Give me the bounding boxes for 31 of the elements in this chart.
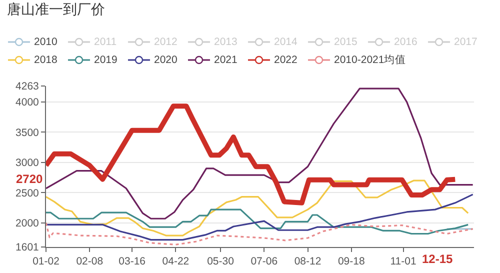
chart-title: 唐山准一到厂价 bbox=[7, 0, 105, 17]
x-tick-label: 01-02 bbox=[32, 256, 60, 268]
y-tick-label: 3500 bbox=[16, 126, 40, 139]
legend-label: 2010-2021均值 bbox=[334, 53, 406, 67]
line-series bbox=[46, 222, 474, 246]
text: 12-15 bbox=[422, 252, 454, 266]
x-tick-label: 03-16 bbox=[118, 256, 146, 268]
line-series bbox=[46, 194, 474, 241]
y-tick-label: 2000 bbox=[16, 218, 40, 230]
legend-label: 2020 bbox=[154, 54, 178, 66]
y-tick-label: 4000 bbox=[16, 96, 40, 109]
y-tick-label: 3000 bbox=[16, 157, 40, 170]
x-tick-label: 11-01 bbox=[390, 256, 416, 268]
legend-label: 2022 bbox=[274, 54, 298, 66]
line-series bbox=[46, 208, 469, 235]
x-tick-label: 09-18 bbox=[338, 256, 365, 268]
legend-label: 2018 bbox=[34, 54, 58, 66]
x-tick-label: 02-08 bbox=[76, 256, 104, 268]
x-tick-label: 08-12 bbox=[294, 256, 322, 268]
line-series bbox=[46, 88, 474, 220]
line-series bbox=[46, 180, 469, 236]
x-tick-label: 07-06 bbox=[250, 256, 278, 268]
y-tick-label: 2500 bbox=[16, 187, 40, 200]
x-tick-label: 05-30 bbox=[207, 256, 234, 268]
annotation: 2720 bbox=[16, 172, 44, 186]
y-tick-label: 1601 bbox=[16, 242, 40, 254]
legend-label: 2010 bbox=[34, 36, 58, 48]
legend-label: 2021 bbox=[214, 54, 238, 66]
y-tick-label: 4263 bbox=[16, 80, 40, 93]
x-tick-label: 04-22 bbox=[162, 256, 190, 268]
legend-label: 2019 bbox=[94, 54, 118, 66]
